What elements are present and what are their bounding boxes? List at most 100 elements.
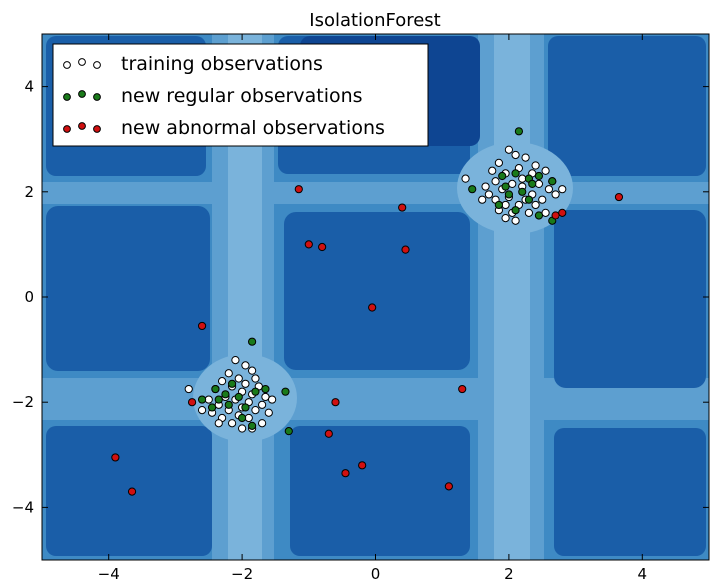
contour-dark-region xyxy=(554,428,706,556)
training-point xyxy=(217,377,227,386)
abnormal-point xyxy=(324,429,333,438)
regular-point xyxy=(524,195,534,204)
regular-point xyxy=(211,384,220,394)
regular-point xyxy=(511,206,520,215)
training-point xyxy=(251,405,260,415)
y-tick-label: −2 xyxy=(12,393,34,411)
abnormal-point xyxy=(341,469,350,478)
training-point xyxy=(234,374,243,383)
regular-point xyxy=(501,182,510,191)
contour-dark-region xyxy=(290,426,470,556)
regular-point xyxy=(238,413,247,423)
legend-markers xyxy=(63,58,101,133)
regular-point xyxy=(214,395,223,404)
abnormal-point xyxy=(304,240,313,249)
training-point xyxy=(511,216,520,225)
training-point xyxy=(538,195,547,204)
training-point xyxy=(264,408,273,417)
training-point xyxy=(258,419,267,428)
legend-marker-abnormal-point xyxy=(93,125,101,133)
y-tick-label: 2 xyxy=(24,183,34,201)
training-point xyxy=(197,405,207,415)
training-point xyxy=(524,208,534,217)
scatter-points xyxy=(111,127,624,496)
training-point xyxy=(231,356,240,365)
abnormal-point xyxy=(111,453,120,462)
legend-marker-regular-point xyxy=(63,93,71,101)
regular-point xyxy=(197,395,207,404)
y-tick-label: −4 xyxy=(12,498,34,516)
regular-point xyxy=(534,171,544,181)
training-point xyxy=(531,200,540,210)
regular-point xyxy=(511,169,520,178)
legend-label-abnormal: new abnormal observations xyxy=(121,117,385,139)
legend-label-regular: new regular observations xyxy=(121,85,363,107)
contour-dark-region xyxy=(554,210,706,388)
regular-point xyxy=(528,179,537,189)
abnormal-point xyxy=(398,203,407,212)
regular-point xyxy=(251,387,260,396)
training-point xyxy=(518,174,527,183)
regular-point xyxy=(207,403,217,412)
contour-dark-region xyxy=(548,36,706,176)
abnormal-point xyxy=(368,303,377,312)
training-point xyxy=(461,174,470,183)
regular-point xyxy=(498,171,507,181)
abnormal-point xyxy=(318,242,327,252)
training-point xyxy=(241,379,250,388)
abnormal-point xyxy=(444,482,453,491)
regular-point xyxy=(224,400,233,409)
training-point xyxy=(501,200,510,210)
contour-dark-region xyxy=(284,212,470,370)
training-point xyxy=(504,145,513,154)
training-point xyxy=(238,424,247,433)
x-tick-label: −2 xyxy=(231,565,253,583)
contour-band-core-right xyxy=(494,34,530,560)
training-point xyxy=(227,419,237,428)
training-point xyxy=(204,395,213,404)
regular-point xyxy=(514,127,524,136)
training-point xyxy=(241,361,250,370)
regular-point xyxy=(248,337,257,346)
training-point xyxy=(488,166,497,175)
contour-band-horizontal-top xyxy=(42,182,709,204)
training-point xyxy=(484,190,493,199)
x-tick-label: 0 xyxy=(371,565,381,583)
legend-marker-regular-point xyxy=(93,93,101,101)
legend-marker-training-point xyxy=(93,61,101,69)
training-point xyxy=(541,166,550,175)
regular-point xyxy=(518,187,527,196)
training-point xyxy=(508,179,517,189)
abnormal-point xyxy=(558,208,567,217)
training-point xyxy=(481,182,490,191)
abnormal-point xyxy=(187,398,197,407)
legend-marker-abnormal-point xyxy=(63,125,71,133)
training-point xyxy=(494,158,503,167)
regular-point xyxy=(548,177,557,186)
regular-point xyxy=(221,390,230,399)
training-point xyxy=(248,366,257,375)
training-point xyxy=(531,161,540,170)
contour-dark-region xyxy=(46,206,210,371)
regular-point xyxy=(227,379,237,388)
training-point xyxy=(268,395,277,404)
x-tick-label: 2 xyxy=(504,565,514,583)
chart-title: IsolationForest xyxy=(309,10,440,31)
training-point xyxy=(551,190,560,199)
training-point xyxy=(478,195,487,204)
abnormal-point xyxy=(358,461,367,470)
regular-point xyxy=(468,185,477,194)
training-point xyxy=(541,208,550,217)
abnormal-point xyxy=(197,321,207,331)
legend-box xyxy=(52,43,429,147)
regular-point xyxy=(234,392,243,402)
abnormal-point xyxy=(331,398,340,407)
training-point xyxy=(501,214,510,223)
legend-marker-training-point xyxy=(78,58,86,66)
training-point xyxy=(224,369,233,378)
regular-point xyxy=(248,421,257,430)
plot-frame xyxy=(41,33,710,561)
training-point xyxy=(534,179,544,189)
legend-marker-abnormal-point xyxy=(78,122,86,130)
training-point xyxy=(544,185,554,194)
